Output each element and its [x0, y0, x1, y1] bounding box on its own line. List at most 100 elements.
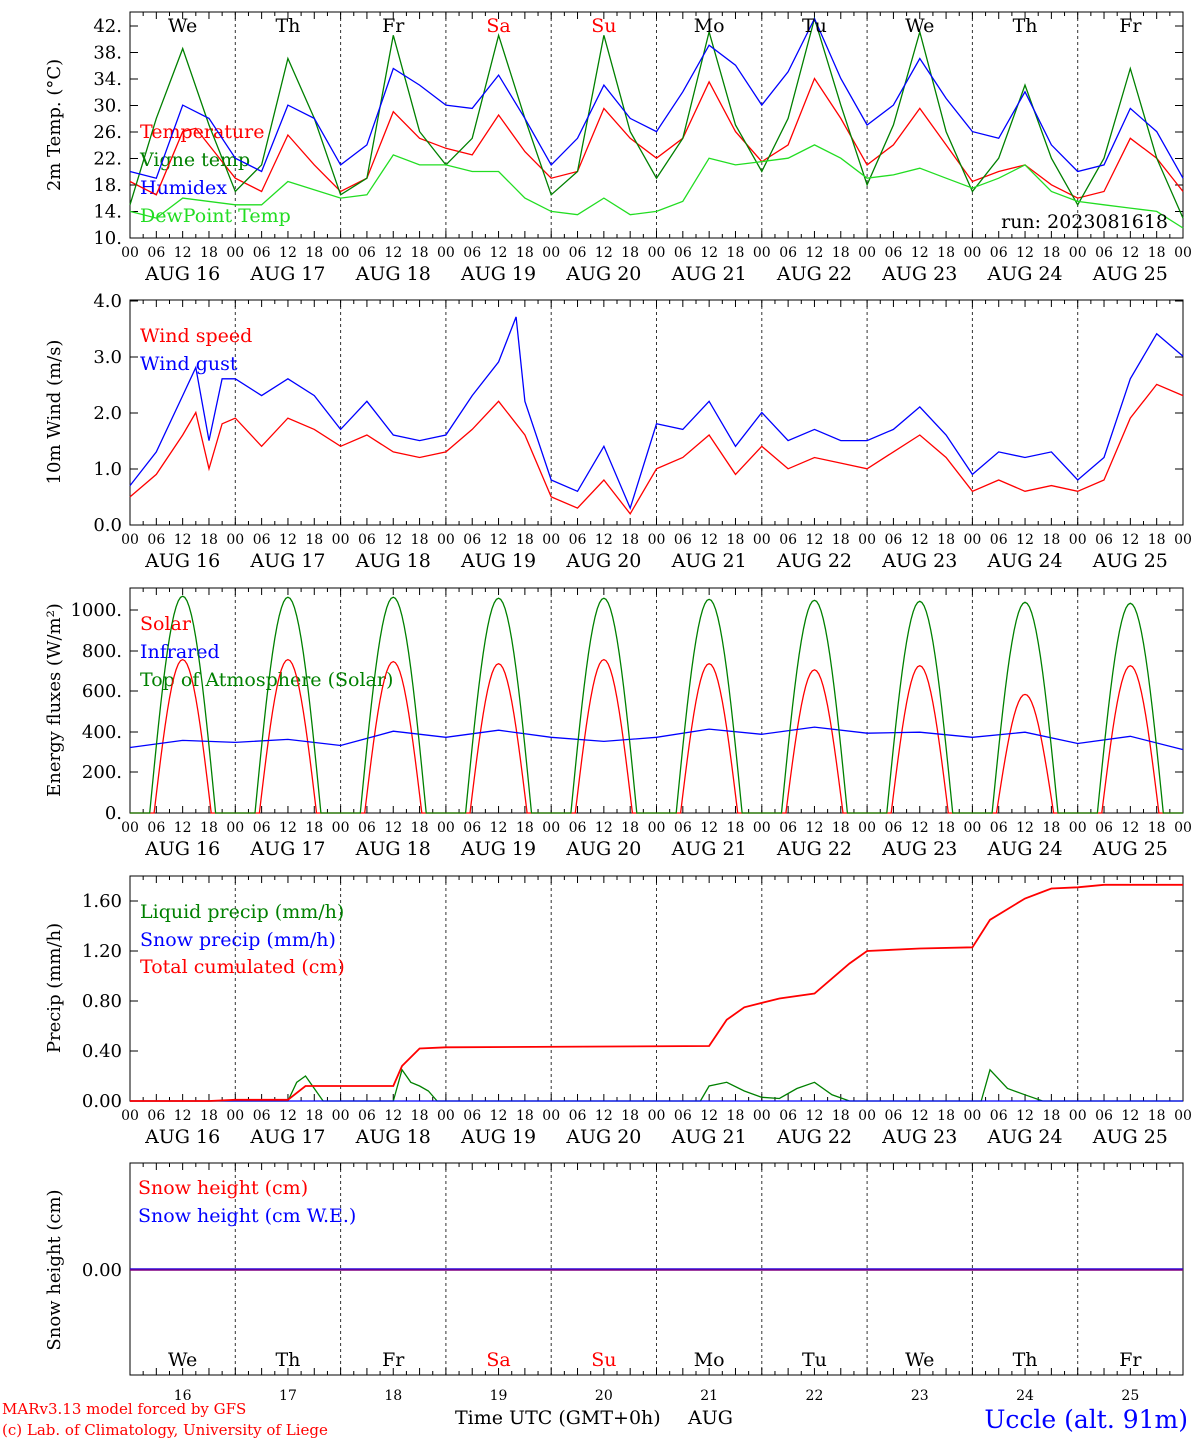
hour-label: 00 [1069, 532, 1087, 548]
legend-entry: Snow height (cm W.E.) [138, 1205, 356, 1227]
legend-entry: Snow precip (mm/h) [140, 929, 336, 951]
y-tick-label: 1.60 [82, 891, 122, 912]
hour-label: 18 [200, 820, 218, 836]
hour-label: 18 [937, 245, 955, 261]
y-tick-label: 0. [105, 803, 122, 824]
legend-entry: Temperature [140, 121, 264, 143]
hour-label: 06 [779, 820, 797, 836]
hour-label: 06 [674, 1108, 692, 1124]
date-label: AUG 21 [671, 1126, 747, 1148]
date-label: AUG 21 [671, 263, 747, 285]
hour-label: 12 [806, 245, 824, 261]
legend-entry: Humidex [140, 177, 227, 199]
y-tick-label: 18. [93, 175, 122, 196]
hour-label: 00 [858, 820, 876, 836]
hour-label: 00 [121, 532, 139, 548]
hour-label: 18 [305, 820, 323, 836]
date-label: AUG 20 [565, 550, 641, 572]
weekday-label: Th [1013, 15, 1038, 37]
date-label: AUG 22 [776, 550, 852, 572]
hour-label: 00 [226, 245, 244, 261]
y-tick-label: 38. [93, 43, 122, 64]
hour-label: 00 [226, 820, 244, 836]
date-label: AUG 24 [986, 838, 1062, 860]
credit-line: (c) Lab. of Climatology, University of L… [2, 1421, 328, 1439]
hour-label: 18 [937, 1108, 955, 1124]
y-tick-label: 800. [82, 641, 122, 662]
y-tick-label: 200. [82, 762, 122, 783]
legend-entry: Total cumulated (cm) [140, 956, 345, 978]
hour-label: 06 [358, 532, 376, 548]
hour-label: 00 [1174, 532, 1192, 548]
legend-entry: Liquid precip (mm/h) [140, 901, 344, 923]
y-tick-label: 1000. [70, 600, 122, 621]
date-label: AUG 19 [460, 550, 536, 572]
panel-1: 10. 14. 18. 22. 26. 30. 34. 38. 42. 2m Temp. (°C)… [44, 11, 1192, 285]
hour-label: 06 [358, 245, 376, 261]
hour-label: 18 [1148, 1108, 1166, 1124]
hour-label: 06 [253, 820, 271, 836]
date-label: AUG 16 [144, 838, 220, 860]
hour-label: 18 [937, 532, 955, 548]
hour-label: 12 [911, 820, 929, 836]
date-label: AUG 25 [1092, 838, 1168, 860]
hour-label: 06 [358, 1108, 376, 1124]
hour-label: 12 [279, 820, 297, 836]
hour-label: 00 [332, 532, 350, 548]
hour-label: 06 [779, 245, 797, 261]
hour-label: 00 [1174, 245, 1192, 261]
series-line [129, 316, 1184, 510]
hour-label: 12 [595, 1108, 613, 1124]
panel-4: 0.00 0.40 0.80 1.20 1.60 Precip (mm/h) Liquid … [44, 875, 1192, 1148]
hour-label: 12 [1016, 820, 1034, 836]
hour-label: 18 [305, 532, 323, 548]
hour-label: 00 [1174, 1108, 1192, 1124]
weekday-label: Tu [802, 15, 827, 37]
hour-label: 18 [516, 1108, 534, 1124]
date-label: AUG 19 [460, 1126, 536, 1148]
hour-label: 00 [858, 245, 876, 261]
legend-entry: Wind speed [140, 325, 252, 347]
hour-label: 06 [1095, 245, 1113, 261]
hour-label: 18 [832, 820, 850, 836]
hour-label: 06 [885, 245, 903, 261]
hour-label: 00 [226, 532, 244, 548]
legend-entry: Vigne temp [139, 149, 250, 171]
hour-label: 18 [516, 245, 534, 261]
series-line [130, 883, 1183, 1102]
y-tick-label: 1.0 [93, 459, 122, 480]
date-label: AUG 25 [1092, 550, 1168, 572]
date-label: AUG 22 [776, 1126, 852, 1148]
hour-label: 06 [779, 532, 797, 548]
weekday-label: Th [275, 1349, 300, 1371]
weekday-label: Fr [1119, 15, 1142, 37]
date-label: AUG 16 [144, 550, 220, 572]
hour-label: 06 [147, 1108, 165, 1124]
hour-label: 00 [437, 245, 455, 261]
hour-label: 12 [490, 245, 508, 261]
hour-label: 06 [990, 245, 1008, 261]
x-axis-title: Time UTC (GMT+0h) [455, 1407, 661, 1429]
series-line [129, 77, 1184, 199]
legend-entry: Wind gust [140, 353, 238, 375]
hour-label: 06 [990, 820, 1008, 836]
hour-label: 18 [621, 532, 639, 548]
hour-label: 00 [542, 1108, 560, 1124]
series-line [129, 17, 1184, 179]
hour-label: 12 [700, 532, 718, 548]
date-label: AUG 16 [144, 263, 220, 285]
hour-label: 12 [1121, 1108, 1139, 1124]
weekday-label: Th [1013, 1349, 1038, 1371]
weekday-label: We [905, 1349, 934, 1371]
hour-label: 18 [1148, 245, 1166, 261]
y-tick-label: 600. [82, 681, 122, 702]
date-label: AUG 18 [355, 1126, 431, 1148]
y-axis-title: Precip (mm/h) [44, 923, 65, 1053]
hour-label: 06 [147, 820, 165, 836]
hour-label: 12 [700, 820, 718, 836]
weekday-label: Fr [382, 1349, 405, 1371]
y-tick-label: 3.0 [93, 347, 122, 368]
hour-label: 18 [516, 820, 534, 836]
y-tick-label: 10. [93, 228, 122, 249]
hour-label: 06 [569, 245, 587, 261]
